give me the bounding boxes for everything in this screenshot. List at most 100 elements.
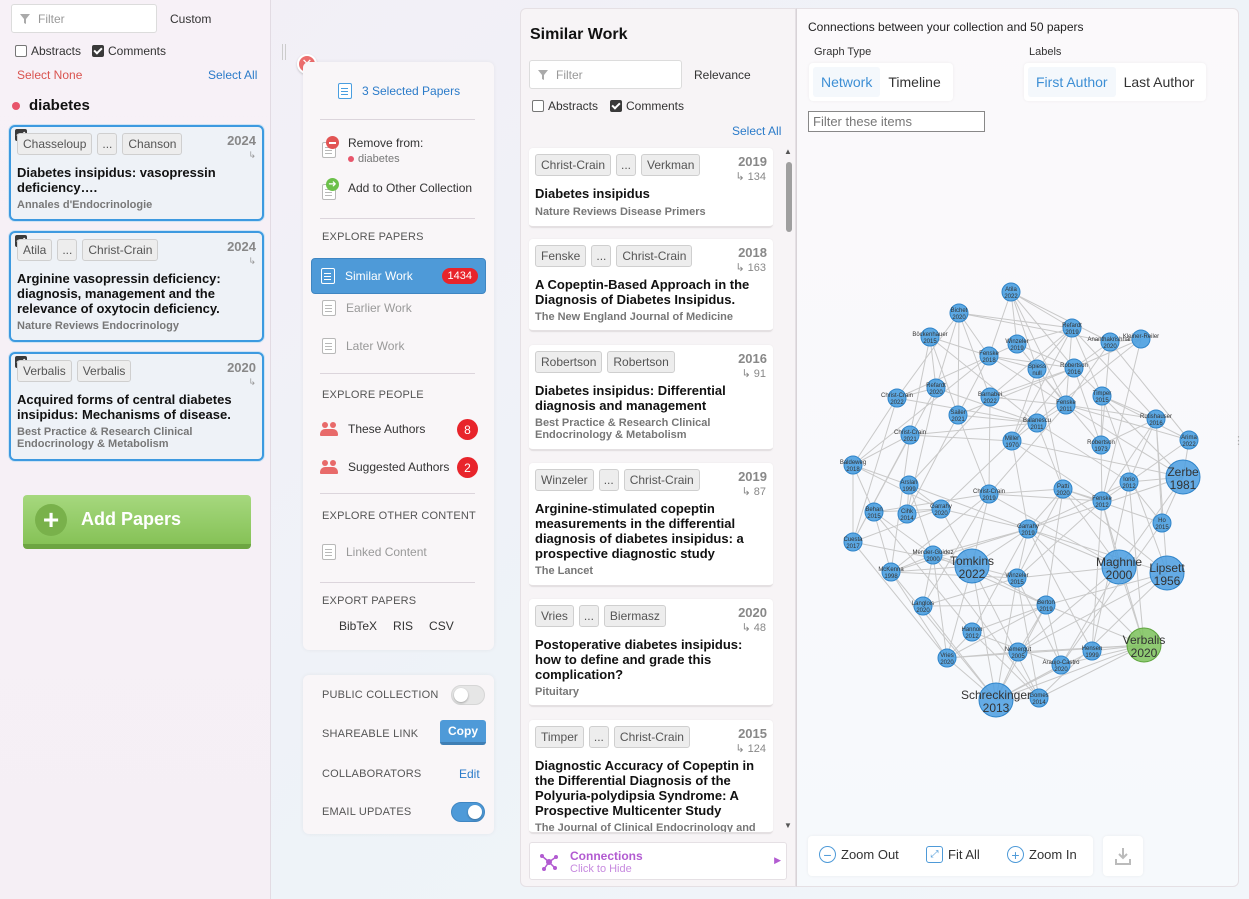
graph-node-circle[interactable] [979,484,999,504]
these-authors-button[interactable]: These Authors [320,422,425,436]
graph-node-circle[interactable] [1092,491,1112,511]
panel-resize-handle[interactable]: ⋮ [1233,435,1244,447]
graph-node-circle[interactable] [1149,555,1185,591]
author-chip[interactable]: Christ-Crain [623,469,700,491]
scrollbar-thumb[interactable] [786,162,792,232]
graph-node-circle[interactable] [1008,642,1028,662]
graph-node-circle[interactable] [843,455,863,475]
remove-from-collection[interactable]: Remove from: diabetes [322,136,423,165]
author-more-chip[interactable]: ... [591,245,612,267]
collection-filter-input[interactable]: Filter [11,4,157,33]
author-chip[interactable]: Robertson [535,351,603,373]
similar-work-button[interactable]: Similar Work 1434 [311,258,486,294]
graph-node-circle[interactable] [962,622,982,642]
list-filter-input[interactable]: Filter [529,60,682,89]
graph-node-circle[interactable] [1101,549,1137,585]
graph-node-circle[interactable] [1001,282,1021,302]
paper-title[interactable]: Arginine vasopressin deficiency: diagnos… [17,271,221,316]
graph-node-circle[interactable] [978,682,1014,718]
comments-checkbox[interactable] [92,45,104,57]
graph-node-circle[interactable] [864,502,884,522]
graph-node-circle[interactable] [1018,519,1038,539]
suggested-authors-button[interactable]: Suggested Authors [320,460,449,474]
paper-card[interactable]: Christ-Crain ... Verkman 2019 ↳ 134 Diab… [529,148,773,228]
selected-papers-link[interactable]: 3 Selected Papers [338,83,460,99]
graph-node-circle[interactable] [1036,595,1056,615]
author-more-chip[interactable]: ... [598,469,619,491]
author-chip[interactable]: Fenske [535,245,587,267]
author-chip[interactable]: Robertson [607,351,675,373]
graph-node-circle[interactable] [1027,413,1047,433]
paper-card[interactable]: Winzeler ... Christ-Crain 2019 ↳ 87 Argi… [529,463,773,587]
author-chip[interactable]: Verbalis [17,360,72,382]
author-chip[interactable]: Christ-Crain [616,245,693,267]
graph-node-circle[interactable] [923,545,943,565]
comments-checkbox[interactable] [610,100,622,112]
export-ris-button[interactable]: RIS [393,619,414,633]
graph-node-circle[interactable] [1027,359,1047,379]
paper-title[interactable]: A Copeptin-Based Approach in the Diagnos… [535,277,750,307]
graph-node-circle[interactable] [1062,318,1082,338]
author-more-chip[interactable]: ... [578,605,599,627]
graph-node-circle[interactable] [920,327,940,347]
graph-node-circle[interactable] [1119,472,1139,492]
public-collection-toggle[interactable] [451,685,485,705]
author-chip[interactable]: Verbalis [76,360,132,382]
abstracts-toggle[interactable]: Abstracts [15,44,81,58]
select-all-link[interactable]: Select All [208,68,258,82]
selected-paper-card[interactable]: Chasseloup ... Chanson 2024 ↳ Diabetes i… [9,125,264,221]
connections-toggle-bar[interactable]: Connections Click to Hide ▶ [529,842,787,880]
scroll-up-arrow[interactable]: ▲ [784,147,792,156]
paper-title[interactable]: Diabetes insipidus: Differential diagnos… [535,383,726,413]
graph-node-circle[interactable] [1131,329,1151,349]
graph-node-circle[interactable] [937,648,957,668]
export-csv-button[interactable]: CSV [429,619,454,633]
select-all-link[interactable]: Select All [732,124,782,138]
paper-title[interactable]: Diabetes insipidus [535,186,650,201]
author-more-chip[interactable]: ... [57,239,78,261]
selected-paper-card[interactable]: Verbalis Verbalis 2020 ↳ Acquired forms … [9,352,264,461]
graph-node-circle[interactable] [1051,655,1071,675]
author-chip[interactable]: Verkman [641,154,701,176]
paper-card[interactable]: Vries ... Biermasz 2020 ↳ 48 Postoperati… [529,599,773,707]
labels-first-author[interactable]: First Author [1028,67,1116,97]
abstracts-checkbox[interactable] [532,100,544,112]
graph-node-circle[interactable] [1082,641,1102,661]
author-chip[interactable]: Biermasz [603,605,666,627]
graph-node-circle[interactable] [881,562,901,582]
graph-node-circle[interactable] [1146,409,1166,429]
graph-type-timeline[interactable]: Timeline [888,74,941,90]
network-graph[interactable]: Atila2022Bichet2020Refardt2019Böckenhaue… [797,9,1240,829]
author-chip[interactable]: Vries [535,605,574,627]
graph-node-circle[interactable] [980,387,1000,407]
graph-node-circle[interactable] [926,378,946,398]
zoom-in-button[interactable]: + Zoom In [1007,846,1077,863]
scroll-down-arrow[interactable]: ▼ [784,821,792,830]
comments-toggle[interactable]: Comments [92,44,166,58]
graph-node-circle[interactable] [887,388,907,408]
graph-node-circle[interactable] [954,548,990,584]
